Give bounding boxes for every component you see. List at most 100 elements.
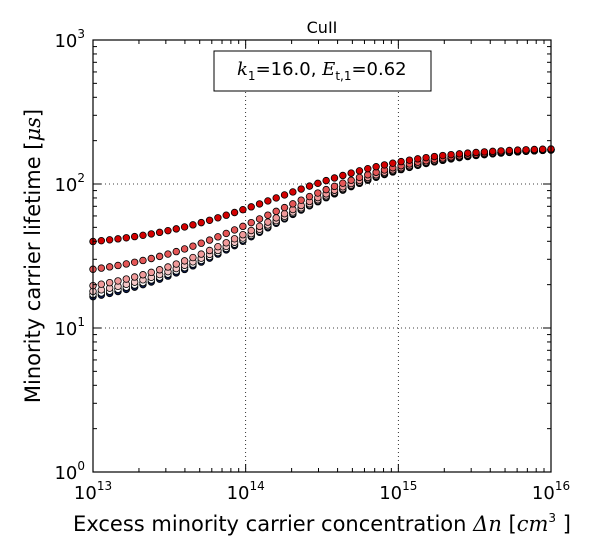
- y-tick-label: 101: [54, 315, 85, 340]
- data-point: [297, 185, 305, 193]
- x-tick-base: 10: [532, 483, 555, 504]
- data-point: [180, 223, 189, 231]
- data-point: [314, 179, 322, 188]
- y-tick-label: 100: [54, 459, 85, 484]
- data-point: [247, 203, 255, 211]
- data-point: [347, 169, 355, 177]
- y-tick-exp: 0: [77, 459, 85, 473]
- y-tick-base: 10: [54, 31, 77, 52]
- data-point: [155, 266, 164, 274]
- y-tick-base: 10: [54, 175, 77, 196]
- data-point: [280, 203, 289, 212]
- data-point: [180, 245, 189, 253]
- x-tick-label: 1016: [532, 479, 570, 504]
- legend-k-symbol: k: [237, 59, 248, 80]
- data-point: [289, 200, 297, 208]
- data-point: [197, 218, 205, 227]
- x-tick-exp: 16: [555, 479, 570, 493]
- data-point: [330, 174, 339, 182]
- data-point: [480, 148, 489, 156]
- x-axis-label-unit: cm: [517, 512, 549, 536]
- data-point: [272, 214, 280, 222]
- x-tick-base: 10: [74, 483, 97, 504]
- x-tick-label: 1015: [379, 479, 417, 504]
- x-axis-label-close: ]: [556, 512, 571, 536]
- data-point: [497, 147, 505, 155]
- x-axis-label-open: [: [502, 512, 517, 536]
- data-point: [147, 254, 155, 263]
- data-point: [364, 171, 372, 179]
- data-point: [355, 167, 364, 175]
- data-point: [255, 215, 264, 223]
- data-point: [280, 209, 289, 218]
- data-point: [247, 218, 255, 227]
- legend-box: [213, 50, 432, 92]
- data-point: [189, 242, 197, 250]
- data-point: [405, 156, 414, 164]
- data-point: [105, 236, 114, 244]
- data-point: [522, 146, 530, 154]
- data-point: [455, 150, 464, 158]
- data-point: [280, 191, 289, 199]
- data-point: [197, 250, 205, 258]
- data-point: [464, 149, 472, 157]
- data-point: [430, 152, 439, 161]
- data-point: [130, 273, 139, 281]
- legend-k-value: =16.0,: [256, 59, 323, 80]
- data-point: [414, 155, 422, 163]
- data-point: [472, 148, 480, 157]
- legend-text: k1=16.0, Et,1=0.62: [237, 59, 407, 83]
- data-point: [439, 151, 447, 160]
- data-point: [239, 222, 247, 231]
- data-point: [255, 200, 264, 208]
- data-point: [189, 253, 197, 262]
- data-point: [530, 145, 539, 154]
- data-point: [122, 234, 131, 242]
- data-point: [289, 188, 297, 196]
- data-point: [389, 159, 397, 167]
- y-tick-exp: 3: [77, 27, 85, 41]
- data-point: [147, 268, 155, 277]
- x-axis-label-symbol: Δn: [472, 512, 502, 536]
- data-point: [97, 280, 106, 288]
- data-point: [189, 221, 197, 229]
- y-tick-base: 10: [54, 463, 77, 484]
- data-point: [513, 146, 522, 154]
- data-point: [214, 233, 222, 241]
- data-point: [130, 258, 139, 266]
- data-point: [172, 225, 180, 233]
- y-tick-base: 10: [54, 319, 77, 340]
- data-point: [372, 163, 380, 171]
- data-point: [272, 207, 280, 216]
- y-axis-label-unit: μs: [21, 117, 45, 142]
- data-point: [347, 176, 355, 184]
- x-tick-base: 10: [379, 483, 402, 504]
- data-point: [222, 239, 230, 247]
- series-5: [89, 145, 555, 246]
- data-point: [264, 197, 272, 205]
- data-point: [380, 161, 389, 169]
- data-point: [230, 226, 239, 234]
- data-point: [222, 211, 230, 219]
- data-point: [322, 185, 330, 194]
- plot-frame: [92, 39, 552, 473]
- data-point: [122, 260, 131, 268]
- data-point: [214, 214, 222, 222]
- data-point: [255, 222, 264, 231]
- data-point: [205, 236, 214, 244]
- data-point: [447, 150, 455, 159]
- data-point: [422, 153, 430, 162]
- data-point: [489, 147, 497, 156]
- x-axis-label: Excess minority carrier concentration Δn…: [73, 511, 571, 536]
- x-tick-exp: 14: [249, 479, 264, 493]
- legend-e-symbol: E: [321, 59, 335, 80]
- x-tick-base: 10: [227, 483, 250, 504]
- y-axis-label: Minority carrier lifetime [μs]: [21, 109, 45, 403]
- data-point: [147, 230, 155, 238]
- data-point: [505, 146, 514, 155]
- data-point: [97, 264, 106, 272]
- data-point: [355, 173, 364, 182]
- data-point: [247, 226, 255, 235]
- data-point: [114, 277, 122, 285]
